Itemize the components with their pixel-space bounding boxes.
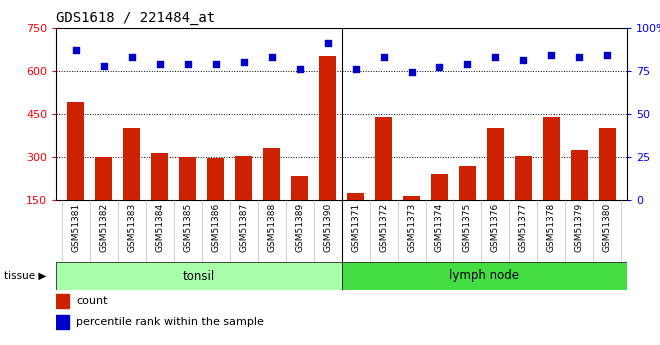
Text: GSM51373: GSM51373: [407, 203, 416, 253]
Bar: [235, 156, 252, 200]
Bar: [347, 193, 364, 200]
Bar: [56, 315, 69, 329]
Bar: [375, 117, 392, 200]
Bar: [123, 128, 140, 200]
Text: GSM51390: GSM51390: [323, 203, 332, 253]
Point: [518, 58, 529, 63]
Text: tonsil: tonsil: [183, 269, 215, 283]
Bar: [543, 117, 560, 200]
Bar: [263, 148, 280, 200]
Bar: [319, 56, 336, 200]
Point: [322, 40, 333, 46]
Text: GSM51377: GSM51377: [519, 203, 528, 253]
Text: GSM51384: GSM51384: [155, 203, 164, 252]
Bar: [207, 158, 224, 200]
Bar: [342, 262, 627, 290]
Point: [434, 65, 445, 70]
Text: GSM51389: GSM51389: [295, 203, 304, 253]
Text: GSM51376: GSM51376: [491, 203, 500, 253]
Text: GSM51379: GSM51379: [575, 203, 584, 253]
Text: GSM51387: GSM51387: [239, 203, 248, 253]
Text: GSM51375: GSM51375: [463, 203, 472, 253]
Bar: [459, 166, 476, 200]
Point: [126, 54, 137, 60]
Bar: [571, 150, 588, 200]
Bar: [487, 128, 504, 200]
Bar: [403, 196, 420, 200]
Bar: [291, 176, 308, 200]
Text: GSM51385: GSM51385: [183, 203, 192, 253]
Text: percentile rank within the sample: percentile rank within the sample: [76, 317, 264, 327]
Bar: [56, 262, 342, 290]
Point: [98, 63, 109, 68]
Point: [182, 61, 193, 67]
Point: [546, 52, 557, 58]
Bar: [67, 102, 84, 200]
Text: GSM51374: GSM51374: [435, 203, 444, 252]
Text: count: count: [76, 296, 108, 306]
Text: GSM51388: GSM51388: [267, 203, 276, 253]
Text: tissue ▶: tissue ▶: [5, 271, 47, 281]
Text: GSM51380: GSM51380: [603, 203, 612, 253]
Bar: [515, 156, 532, 200]
Point: [350, 66, 361, 72]
Bar: [599, 128, 616, 200]
Text: GSM51372: GSM51372: [379, 203, 388, 252]
Point: [211, 61, 221, 67]
Text: GSM51371: GSM51371: [351, 203, 360, 253]
Text: lymph node: lymph node: [449, 269, 519, 283]
Point: [154, 61, 165, 67]
Bar: [95, 157, 112, 200]
Point: [602, 52, 612, 58]
Text: GSM51386: GSM51386: [211, 203, 220, 253]
Point: [238, 59, 249, 65]
Text: GSM51378: GSM51378: [547, 203, 556, 253]
Point: [574, 54, 585, 60]
Point: [266, 54, 277, 60]
Bar: [431, 174, 448, 200]
Bar: [56, 294, 69, 308]
Point: [71, 47, 81, 53]
Text: GSM51382: GSM51382: [99, 203, 108, 252]
Bar: [151, 152, 168, 200]
Point: [378, 54, 389, 60]
Text: GSM51381: GSM51381: [71, 203, 80, 253]
Text: GSM51383: GSM51383: [127, 203, 136, 253]
Bar: [180, 157, 196, 200]
Point: [490, 54, 501, 60]
Text: GDS1618 / 221484_at: GDS1618 / 221484_at: [56, 11, 215, 25]
Point: [462, 61, 473, 67]
Point: [407, 70, 417, 75]
Point: [294, 66, 305, 72]
